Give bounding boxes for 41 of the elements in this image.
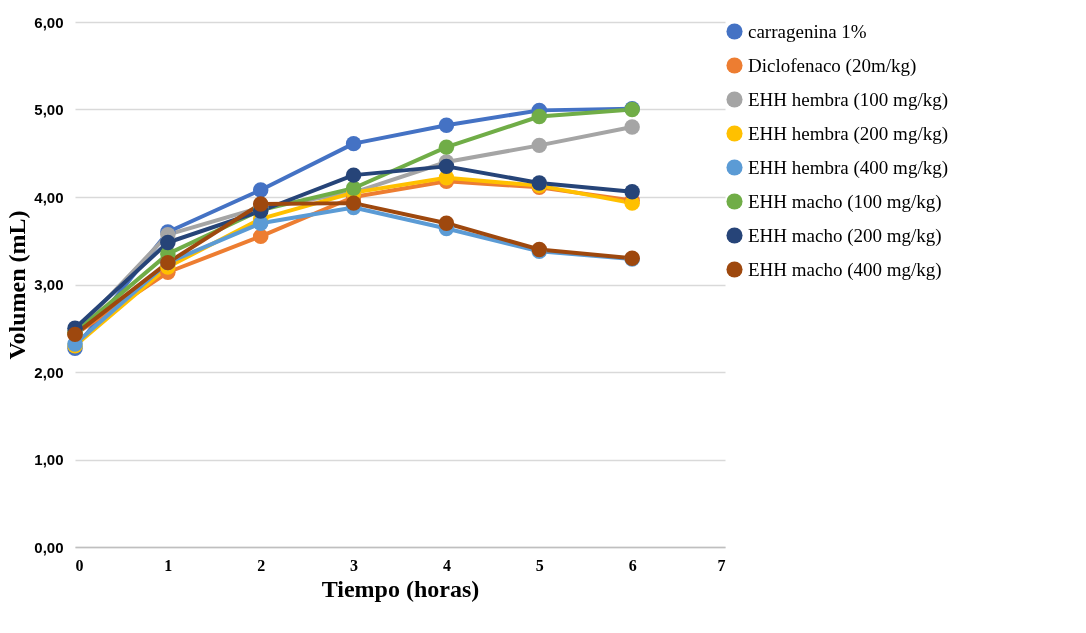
point	[345, 167, 362, 183]
y-tick-label: 2,00	[34, 363, 64, 381]
point	[345, 135, 362, 152]
y-tick-label: 3,00	[34, 276, 64, 293]
x-tick-label: 5	[535, 556, 544, 574]
legend-label: EHH macho (100 mg/kg)	[748, 190, 942, 213]
legend-label: EHH hembra (400 mg/kg)	[748, 156, 948, 179]
x-tick-label: 7	[717, 556, 726, 574]
legend-label: EHH hembra (100 mg/kg)	[748, 88, 948, 111]
x-tick-label: 3	[350, 556, 359, 574]
x-tick-label: 2	[257, 556, 266, 574]
legend-label: EHH hembra (200 mg/kg)	[748, 122, 948, 145]
point	[624, 119, 640, 135]
point	[438, 117, 455, 133]
point	[531, 137, 548, 154]
point	[624, 184, 640, 200]
legend-label: EHH macho (400 mg/kg)	[748, 258, 942, 281]
y-tick-label: 1,00	[34, 451, 64, 468]
point	[252, 228, 269, 245]
y-tick-label: 0,00	[34, 538, 64, 556]
y-tick-label: 4,00	[34, 188, 64, 206]
legend-label: EHH macho (200 mg/kg)	[748, 224, 942, 247]
point	[345, 195, 362, 211]
point	[252, 182, 269, 198]
y-tick-label: 6,00	[34, 13, 64, 31]
point	[438, 215, 455, 231]
x-axis-title: Tiempo (horas)	[321, 575, 480, 602]
y-axis-title: Volumen (mL)	[4, 210, 31, 360]
x-tick-label: 0	[75, 556, 84, 574]
y-tick-label: 5,00	[34, 101, 64, 118]
point	[252, 196, 269, 212]
point	[438, 139, 455, 155]
point	[160, 234, 176, 251]
point	[345, 180, 362, 196]
point	[531, 108, 548, 125]
x-tick-label: 1	[164, 556, 173, 574]
point	[438, 158, 455, 175]
legend-label: Diclofenaco (20m/kg)	[748, 54, 917, 77]
x-tick-label: 6	[628, 556, 637, 574]
legend-label: carragenina 1%	[748, 20, 867, 42]
x-tick-label: 4	[442, 556, 451, 574]
